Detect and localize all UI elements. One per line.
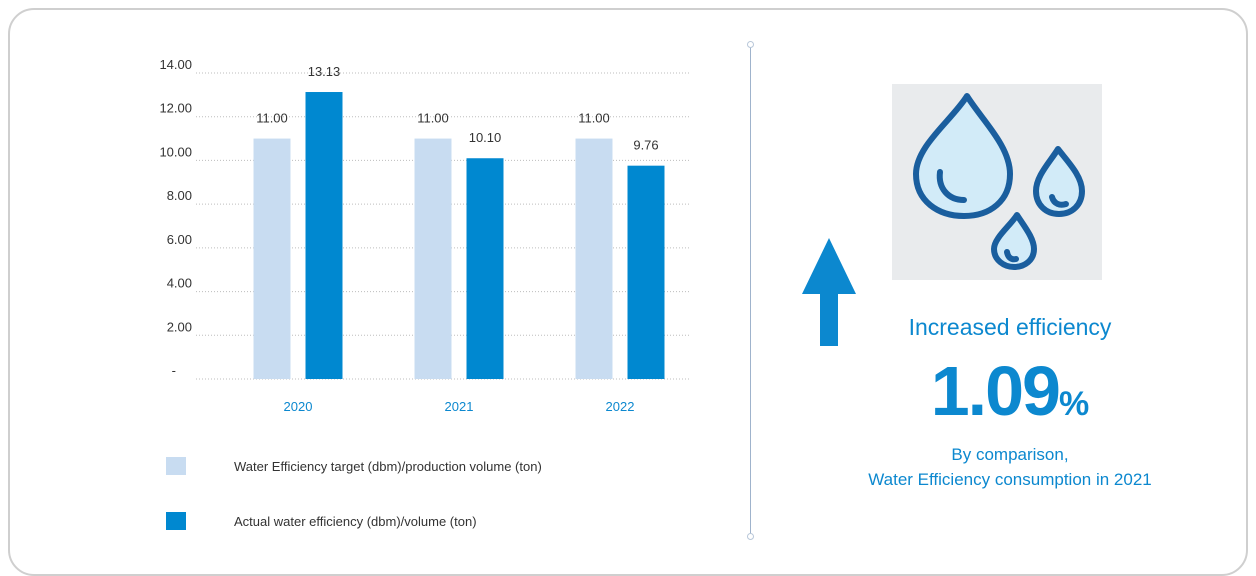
legend-item-actual: Actual water efficiency (dbm)/volume (to… xyxy=(166,512,477,530)
caption-line-2: Water Efficiency consumption in 2021 xyxy=(868,470,1152,489)
bar xyxy=(627,165,665,379)
efficiency-headline: Increased efficiency xyxy=(908,314,1112,340)
vertical-divider xyxy=(750,46,751,536)
category-label: 2022 xyxy=(606,399,635,414)
y-tick-label: 6.00 xyxy=(167,232,192,247)
y-tick-label: - xyxy=(172,363,176,378)
category-label: 2020 xyxy=(284,399,313,414)
divider-bottom-dot xyxy=(747,533,754,540)
bar xyxy=(305,92,343,379)
data-label: 11.00 xyxy=(256,111,288,126)
y-tick-label: 8.00 xyxy=(167,188,192,203)
legend-swatch-target xyxy=(166,457,186,475)
y-tick-label: 4.00 xyxy=(167,276,192,291)
legend-swatch-actual xyxy=(166,512,186,530)
y-tick-label: 14.00 xyxy=(159,57,192,72)
data-label: 9.76 xyxy=(633,138,658,153)
data-label: 11.00 xyxy=(417,111,449,126)
bar-chart: - 2.00 4.00 6.00 8.00 10.00 12.00 14.00 11.00 11.… xyxy=(159,57,690,414)
efficiency-number: 1.09 xyxy=(930,352,1061,430)
efficiency-value: 1.09% xyxy=(860,356,1160,426)
water-drops-icon xyxy=(892,84,1102,280)
bar xyxy=(575,138,613,379)
category-label: 2021 xyxy=(445,399,474,414)
bar xyxy=(466,158,504,379)
legend-label-actual: Actual water efficiency (dbm)/volume (to… xyxy=(234,513,477,529)
caption-line-1: By comparison, xyxy=(951,445,1069,464)
divider-top-dot xyxy=(747,41,754,48)
y-tick-label: 2.00 xyxy=(167,319,192,334)
y-tick-label: 10.00 xyxy=(159,144,192,159)
data-label: 13.13 xyxy=(308,64,341,79)
bar xyxy=(414,138,452,379)
y-tick-label: 12.00 xyxy=(159,101,192,116)
bar xyxy=(253,138,291,379)
legend-label-target: Water Efficiency target (dbm)/production… xyxy=(234,458,542,474)
data-label: 11.00 xyxy=(578,111,610,126)
efficiency-unit: % xyxy=(1059,385,1090,423)
legend-item-target: Water Efficiency target (dbm)/production… xyxy=(166,457,542,475)
data-label: 10.10 xyxy=(469,130,502,145)
up-arrow-icon xyxy=(802,238,856,346)
